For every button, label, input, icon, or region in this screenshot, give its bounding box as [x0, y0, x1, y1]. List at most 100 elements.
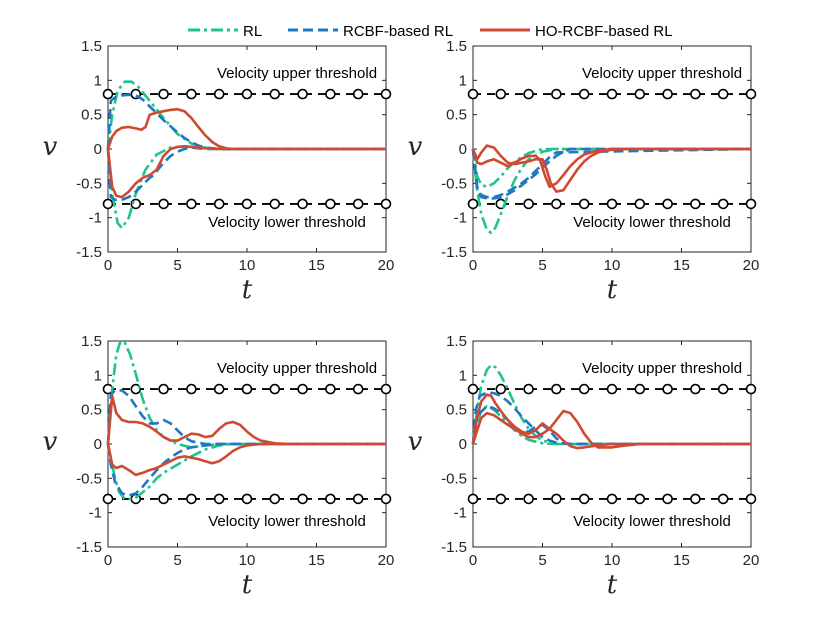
upper-threshold-marker — [495, 383, 507, 395]
series-rcbf-based-rl-curve-2 — [106, 442, 386, 497]
lower-threshold-marker — [102, 493, 114, 505]
lower-threshold-marker — [352, 493, 364, 505]
legend-box — [183, 16, 697, 44]
upper-threshold-marker — [551, 88, 562, 100]
lower-threshold-label: Velocity lower threshold — [573, 513, 731, 530]
series-ho-rcbf-based-rl-curve-2 — [106, 442, 386, 477]
upper-threshold-marker — [241, 88, 253, 100]
lower-threshold-marker — [717, 198, 729, 210]
legend-label-rl: RL — [243, 23, 262, 40]
x-tick-label: 10 — [604, 552, 621, 569]
lower-threshold-label: Velocity lower threshold — [208, 513, 366, 530]
x-tick-label: 10 — [239, 552, 256, 569]
lower-threshold-marker — [352, 198, 364, 210]
x-tick-label: 15 — [673, 257, 690, 274]
y-tick-label: -1.5 — [441, 539, 467, 556]
upper-threshold-marker — [717, 88, 729, 100]
x-tick-label: 0 — [469, 552, 477, 569]
lower-threshold-marker — [745, 493, 757, 505]
x-tick-label: 5 — [538, 257, 546, 274]
upper-threshold-label: Velocity upper threshold — [582, 65, 742, 82]
y-tick-label: -0.5 — [441, 175, 467, 192]
lower-threshold-marker — [606, 493, 618, 505]
y-tick-label: 0 — [459, 436, 467, 453]
x-axis-label: t — [607, 570, 618, 600]
upper-threshold-marker — [745, 88, 757, 100]
y-tick-label: 1 — [459, 367, 467, 384]
legend: RL RCBF-based RL HO-RCBF-based RL — [183, 16, 697, 44]
y-tick-label: 0.5 — [81, 402, 102, 419]
upper-threshold-marker — [634, 383, 646, 395]
x-tick-label: 0 — [469, 257, 477, 274]
series-ho-rcbf-based-rl-curve-2 — [471, 411, 751, 450]
y-tick-label: -1.5 — [441, 244, 467, 261]
lower-threshold-marker — [467, 493, 479, 505]
x-tick-label: 15 — [308, 257, 325, 274]
upper-threshold-marker — [269, 88, 281, 100]
y-tick-label: -0.5 — [441, 470, 467, 487]
upper-threshold-marker — [186, 88, 197, 100]
upper-threshold-marker — [717, 383, 729, 395]
lower-threshold-marker — [523, 198, 534, 210]
lower-threshold-marker — [662, 493, 673, 505]
upper-threshold-marker — [325, 88, 336, 100]
upper-threshold-marker — [352, 383, 364, 395]
upper-threshold-marker — [352, 88, 364, 100]
lower-threshold-marker — [380, 493, 392, 505]
upper-threshold-marker — [578, 88, 590, 100]
series-rcbf-based-rl-curve-1 — [106, 93, 386, 151]
chart-panel-top-right: 0 5 10 15 20 -1.5 -1 -0.5 0 0.5 1 1.5 t v Velocity upp… — [408, 38, 760, 305]
upper-threshold-marker — [495, 88, 507, 100]
x-tick-label: 20 — [378, 257, 395, 274]
legend-label-ho-rcbf: HO-RCBF-based RL — [535, 23, 673, 40]
chart-panel-bottom-left: 0 5 10 15 20 -1.5 -1 -0.5 0 0.5 1 1.5 t v Velocity upp… — [43, 333, 395, 600]
lower-threshold-marker — [690, 493, 701, 505]
upper-threshold-marker — [213, 383, 225, 395]
lower-threshold-marker — [297, 493, 308, 505]
lower-threshold-marker — [158, 493, 169, 505]
y-tick-label: -1.5 — [76, 539, 102, 556]
y-tick-label: 0 — [94, 436, 102, 453]
series-ho-rcbf-based-rl-curve-2 — [471, 147, 751, 189]
upper-threshold-marker — [662, 383, 673, 395]
lower-threshold-marker — [745, 198, 757, 210]
y-tick-label: -0.5 — [76, 175, 102, 192]
lower-threshold-marker — [325, 493, 336, 505]
lower-threshold-marker — [578, 198, 590, 210]
chart-panel-bottom-right: 0 5 10 15 20 -1.5 -1 -0.5 0 0.5 1 1.5 t v Velocity upp… — [408, 333, 760, 600]
x-tick-label: 5 — [173, 257, 181, 274]
x-tick-label: 15 — [673, 552, 690, 569]
upper-threshold-marker — [467, 88, 479, 100]
y-tick-label: 1 — [94, 72, 102, 89]
lower-threshold-marker — [186, 198, 197, 210]
upper-threshold-marker — [523, 88, 534, 100]
lower-threshold-marker — [325, 198, 336, 210]
lower-threshold-marker — [578, 493, 590, 505]
upper-threshold-marker — [380, 383, 392, 395]
y-tick-label: 0 — [459, 141, 467, 158]
upper-threshold-marker — [606, 383, 618, 395]
lower-threshold-marker — [523, 493, 534, 505]
lower-threshold-marker — [158, 198, 169, 210]
upper-threshold-marker — [102, 88, 114, 100]
series-rcbf-based-rl-curve-2 — [471, 404, 751, 446]
lower-threshold-marker — [634, 198, 646, 210]
upper-threshold-marker — [634, 88, 646, 100]
x-tick-label: 5 — [173, 552, 181, 569]
lower-threshold-marker — [213, 198, 225, 210]
lower-threshold-marker — [297, 198, 308, 210]
x-tick-label: 15 — [308, 552, 325, 569]
series-rcbf-based-rl-curve-1 — [471, 147, 752, 199]
lower-threshold-marker — [186, 493, 197, 505]
lower-threshold-marker — [551, 198, 562, 210]
y-axis-label: v — [408, 132, 423, 162]
upper-threshold-marker — [269, 383, 281, 395]
lower-threshold-marker — [662, 198, 673, 210]
y-tick-label: -1.5 — [76, 244, 102, 261]
upper-threshold-marker — [745, 383, 757, 395]
lower-threshold-marker — [467, 198, 479, 210]
y-tick-label: 1 — [459, 72, 467, 89]
series-rl-curve-2 — [106, 145, 386, 230]
series-rcbf-based-rl-curve-2 — [471, 147, 751, 200]
